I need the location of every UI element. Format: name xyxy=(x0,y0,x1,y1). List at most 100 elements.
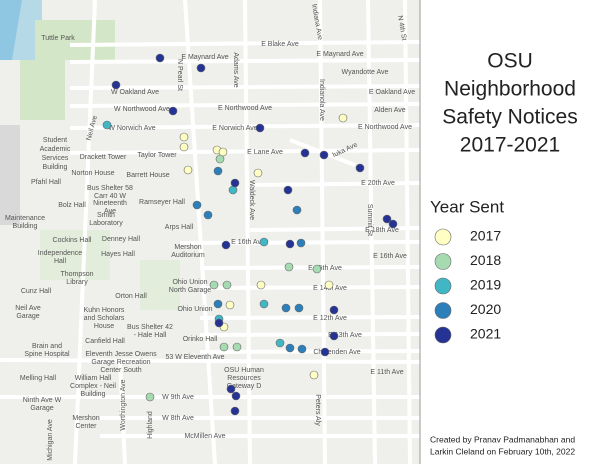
map-label: Brain and xyxy=(32,343,62,350)
map-label: Carr 40 W xyxy=(94,193,126,200)
notice-point xyxy=(283,185,293,195)
notice-point xyxy=(183,165,193,175)
map-label: Ave xyxy=(104,208,116,215)
map-label: Neil Ave xyxy=(15,305,41,312)
notice-point xyxy=(324,280,334,290)
notice-point xyxy=(338,113,348,123)
map-label: E Maynard Ave xyxy=(316,51,363,58)
map-label: Auditorium xyxy=(171,252,205,259)
map-label: Peters Aly xyxy=(314,394,321,426)
notice-point xyxy=(222,280,232,290)
map-label: E Norwich Ave xyxy=(212,125,257,132)
notice-point xyxy=(255,123,265,133)
map-label: Ohio Union xyxy=(172,279,207,286)
notice-point xyxy=(214,318,224,328)
map-label: Garage Recreation xyxy=(91,359,150,366)
map-label: Laboratory xyxy=(89,220,123,227)
map-label: McMillen Ave xyxy=(184,433,225,440)
notice-point xyxy=(221,240,231,250)
map-label: Norton House xyxy=(71,170,114,177)
legend-swatch xyxy=(434,228,452,246)
map-label: Kuhn Honors xyxy=(84,307,125,314)
map-label: Hayes Hall xyxy=(101,251,135,258)
notice-point xyxy=(329,305,339,315)
notice-point xyxy=(382,214,392,224)
notice-point xyxy=(226,384,236,394)
notice-point xyxy=(179,142,189,152)
map-label: and Scholars xyxy=(84,315,125,322)
map-label: W Norwich Ave xyxy=(108,125,155,132)
notice-point xyxy=(209,280,219,290)
map-label: Gateway D xyxy=(227,383,262,390)
notice-point xyxy=(145,392,155,402)
legend-swatch xyxy=(434,302,452,319)
notice-point xyxy=(231,391,241,401)
map-label: Thompson xyxy=(60,271,93,278)
map-label: Mershon xyxy=(174,244,201,251)
legend-label: 2017 xyxy=(470,228,501,244)
map-label: Summit St xyxy=(366,204,373,236)
notice-point xyxy=(232,342,242,352)
notice-point xyxy=(230,178,240,188)
map-label: Cockins Hall xyxy=(53,237,92,244)
map-label: Library xyxy=(66,279,88,286)
map-label: Canfield Hall xyxy=(85,338,125,345)
notice-point xyxy=(309,370,319,380)
notice-point xyxy=(296,238,306,248)
map-label: Building xyxy=(81,391,106,398)
map-label: Wyandotte Ave xyxy=(342,69,389,76)
map-label: N 4th St xyxy=(396,15,407,41)
map-label: Melling Hall xyxy=(20,375,57,382)
map-label: Adams Ave xyxy=(232,52,239,87)
notice-point xyxy=(179,132,189,142)
legend-swatch xyxy=(434,326,452,344)
map-label: Tuttle Park xyxy=(41,35,75,42)
map-label: E Lane Ave xyxy=(247,149,283,156)
map-labels: Tuttle Park E Blake Ave E Maynard Ave E May… xyxy=(5,3,415,460)
map-label: Alden Ave xyxy=(374,107,406,114)
notice-point xyxy=(259,299,269,309)
notice-point xyxy=(320,347,330,357)
map-label: E Northwood Ave xyxy=(358,124,412,131)
map-label: Garage xyxy=(30,405,53,412)
notice-point xyxy=(281,303,291,313)
map-label: E 11th Ave xyxy=(370,369,403,376)
map-label: North Garage xyxy=(169,287,212,294)
map-label: W Oakland Ave xyxy=(111,89,159,96)
map-label: Maintenance xyxy=(5,215,45,222)
notice-point xyxy=(253,168,263,178)
map-label: - Hale Hall xyxy=(134,332,167,339)
map-label: Denney Hall xyxy=(102,236,141,243)
notice-point xyxy=(312,264,322,274)
map-label: E Northwood Ave xyxy=(218,105,272,112)
legend-label: 2018 xyxy=(470,252,501,268)
map-label: Bus Shelter 58 xyxy=(87,185,133,192)
map-label: Worthington Ave xyxy=(120,379,127,430)
map-label: Ramseyer Hall xyxy=(139,199,185,206)
map-label: Arps Hall xyxy=(165,224,194,231)
map-label: Spine Hospital xyxy=(24,351,70,358)
notice-point xyxy=(294,303,304,313)
map-label: E Blake Ave xyxy=(261,41,299,48)
title-line: 2017-2021 xyxy=(460,134,560,157)
map-label: Ohio Union xyxy=(177,306,212,313)
notice-point xyxy=(213,166,223,176)
map-label: Pfahl Hall xyxy=(31,179,61,186)
map-label: Academic xyxy=(40,146,71,153)
notice-point xyxy=(285,239,295,249)
map-label: OSU Human xyxy=(224,367,264,374)
notice-point xyxy=(219,342,229,352)
map-label: Independence xyxy=(38,250,82,257)
notice-point xyxy=(213,299,223,309)
map-label: Nineteenth xyxy=(93,200,127,207)
legend-label: 2021 xyxy=(470,326,501,342)
title-line: OSU xyxy=(487,50,533,73)
notice-point xyxy=(230,406,240,416)
legend-title: Year Sent xyxy=(430,197,504,216)
notice-point xyxy=(215,154,225,164)
map-label: Mershon xyxy=(72,415,99,422)
notice-point xyxy=(355,163,365,173)
map-label: W 8th Ave xyxy=(162,415,194,422)
notice-point xyxy=(203,210,213,220)
